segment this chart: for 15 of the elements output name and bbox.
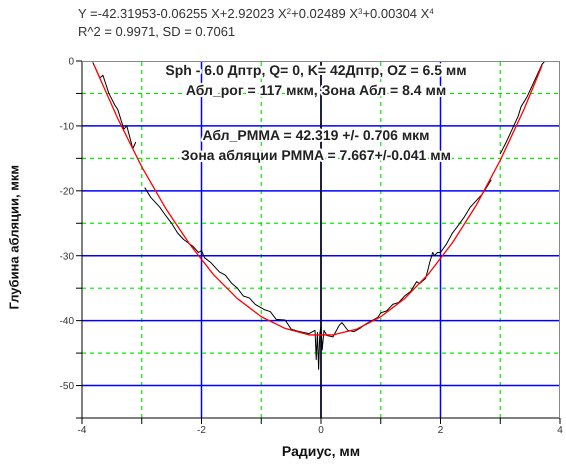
y-tick-label: -10 [60, 121, 74, 132]
x-tick-label: -2 [197, 425, 206, 436]
chart-title: Y =-42.31953-0.06255 X+2.92023 X$^{2}$+0.02489 X$^{3}$+0.00304 X$^{4}$ [78, 6, 434, 21]
x-tick-label: 2 [438, 425, 444, 436]
y-tick-label: -50 [60, 381, 74, 392]
chart-subtitle: R^2 = 0.9971, SD = 0.7061 [78, 24, 236, 39]
y-tick-label: 0 [68, 56, 74, 68]
y-axis-title: Глубина абляции, мкм [6, 165, 22, 310]
y-tick-label: -30 [60, 251, 74, 262]
x-tick-label: -4 [78, 425, 87, 436]
y-tick-label: -20 [60, 186, 74, 198]
y-tick-label: -40 [60, 316, 74, 328]
x-axis-title: Радиус, мм [282, 443, 360, 459]
x-tick-label: 4 [557, 425, 564, 436]
x-tick-label: 0 [318, 425, 324, 436]
